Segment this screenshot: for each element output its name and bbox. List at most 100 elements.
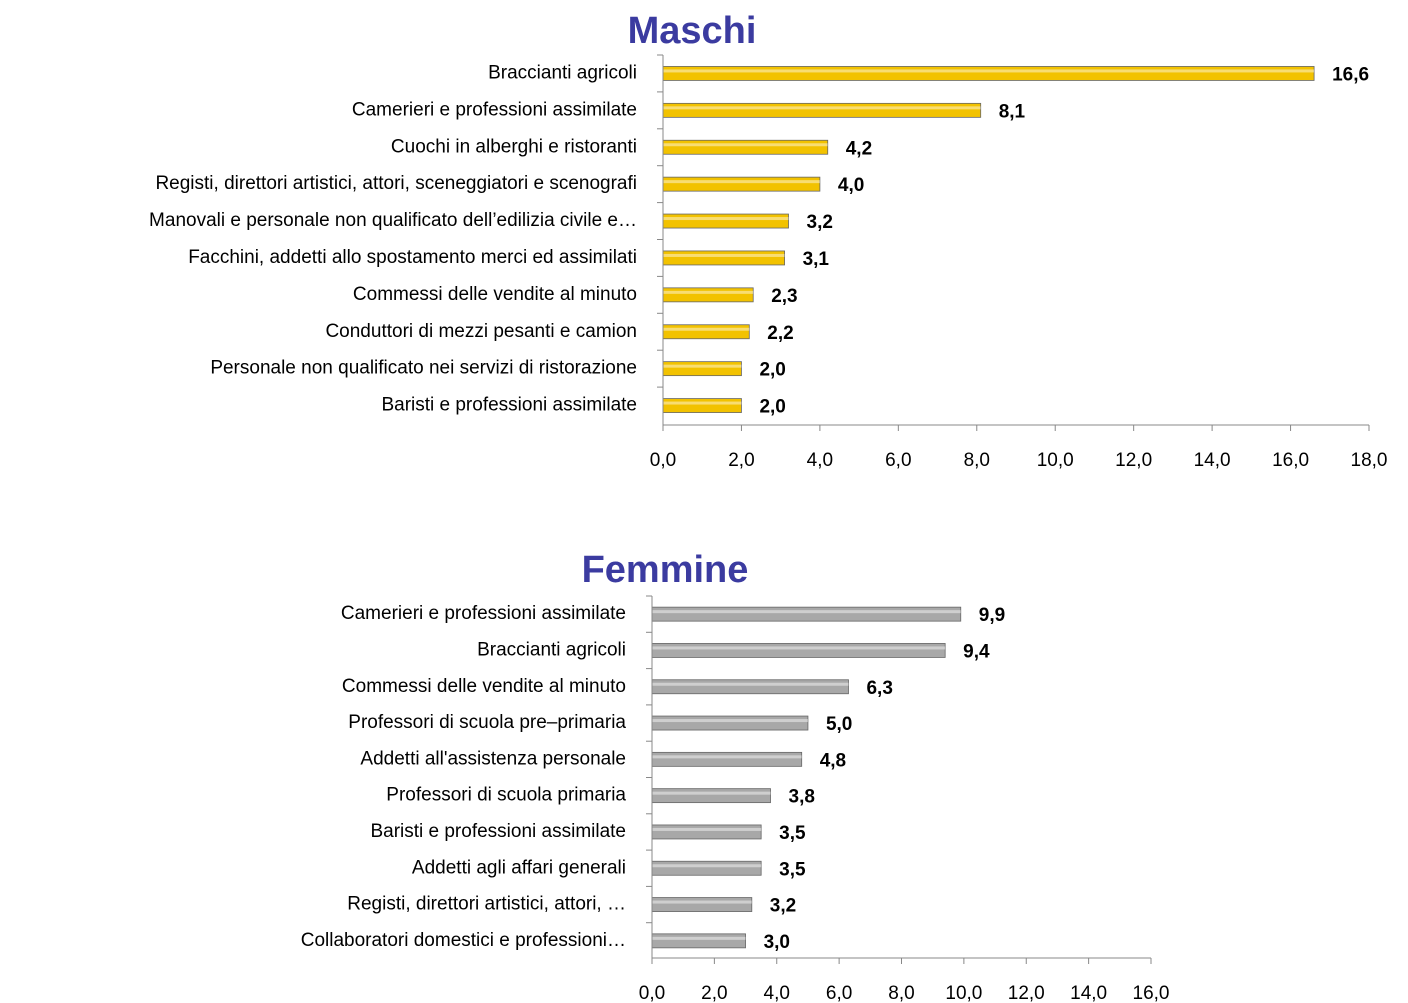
- bar-highlight: [663, 253, 785, 257]
- bar-highlight: [652, 755, 802, 759]
- category-label: Cuochi in alberghi e ristoranti: [391, 136, 637, 157]
- bar: [651, 606, 962, 622]
- category-label: Facchini, addetti allo spostamento merci…: [188, 247, 637, 268]
- category-label: Commessi delle vendite al minuto: [342, 676, 626, 697]
- value-label: 3,2: [807, 212, 833, 233]
- x-tick-label: 16,0: [1272, 450, 1309, 471]
- value-label: 3,5: [779, 859, 806, 880]
- x-tick-label: 0,0: [639, 983, 665, 1003]
- x-tick-label: 6,0: [885, 450, 911, 471]
- bar-highlight: [663, 180, 820, 184]
- category-label: Registi, direttori artistici, attori, sc…: [155, 173, 637, 194]
- category-label: Personale non qualificato nei servizi di…: [210, 358, 637, 379]
- bar-highlight: [663, 143, 828, 147]
- category-label: Braccianti agricoli: [488, 62, 637, 83]
- bar: [662, 324, 750, 340]
- bar: [651, 715, 809, 731]
- bar: [662, 102, 982, 118]
- x-tick-label: 0,0: [650, 450, 676, 471]
- bar: [651, 860, 762, 876]
- value-label: 4,2: [846, 138, 872, 159]
- value-label: 3,5: [779, 823, 806, 844]
- bar: [662, 287, 754, 303]
- bar: [662, 213, 789, 229]
- value-label: 8,1: [999, 101, 1026, 122]
- value-label: 6,3: [866, 678, 892, 699]
- value-label: 4,8: [820, 750, 846, 771]
- category-label: Commessi delle vendite al minuto: [353, 284, 637, 305]
- x-tick-label: 14,0: [1194, 450, 1231, 471]
- bar-highlight: [663, 401, 742, 405]
- bar: [662, 361, 742, 377]
- bar-highlight: [652, 864, 762, 868]
- value-label: 3,8: [789, 787, 815, 808]
- bar: [651, 933, 746, 949]
- category-label: Addetti agli affari generali: [412, 857, 626, 878]
- bar-highlight: [652, 791, 771, 795]
- bar: [651, 679, 849, 695]
- bar-highlight: [663, 106, 981, 110]
- category-label: Registi, direttori artistici, attori, …: [347, 894, 626, 915]
- x-tick-label: 2,0: [728, 450, 754, 471]
- category-label: Professori di scuola primaria: [386, 785, 626, 806]
- bar: [662, 176, 821, 192]
- bar-highlight: [652, 827, 762, 831]
- bar: [651, 751, 803, 767]
- value-label: 9,9: [979, 605, 1005, 626]
- x-tick-label: 12,0: [1008, 983, 1045, 1003]
- chart-title: Femmine: [582, 549, 749, 591]
- category-label: Conduttori di mezzi pesanti e camion: [325, 321, 637, 342]
- value-label: 4,0: [838, 175, 864, 196]
- category-label: Manovali e personale non qualificato del…: [149, 210, 637, 231]
- x-tick-label: 10,0: [1037, 450, 1074, 471]
- bar-highlight: [652, 646, 946, 650]
- bar-highlight: [652, 610, 961, 614]
- bar: [651, 788, 771, 804]
- value-label: 2,3: [771, 286, 797, 307]
- category-label: Baristi e professioni assimilate: [370, 821, 626, 842]
- value-label: 3,1: [803, 249, 830, 270]
- category-label: Camerieri e professioni assimilate: [341, 603, 626, 624]
- bar: [662, 250, 785, 266]
- bar-highlight: [652, 682, 849, 686]
- value-label: 2,0: [759, 360, 785, 381]
- bar: [651, 643, 946, 658]
- bar: [651, 897, 753, 912]
- x-tick-label: 4,0: [807, 450, 833, 471]
- bar-highlight: [663, 290, 754, 294]
- category-label: Camerieri e professioni assimilate: [352, 99, 637, 120]
- x-tick-label: 2,0: [701, 983, 727, 1003]
- category-label: Collaboratori domestici e professioni…: [301, 930, 626, 951]
- value-label: 16,6: [1332, 64, 1369, 85]
- chart-title: Maschi: [628, 10, 757, 52]
- x-tick-label: 18,0: [1351, 450, 1388, 471]
- value-label: 2,2: [767, 323, 793, 344]
- bar: [651, 824, 762, 840]
- bar-highlight: [663, 327, 750, 331]
- value-label: 9,4: [963, 641, 990, 662]
- bar-highlight: [652, 900, 752, 904]
- x-tick-label: 8,0: [888, 983, 914, 1003]
- bar-highlight: [663, 69, 1315, 73]
- value-label: 5,0: [826, 714, 852, 735]
- bar-highlight: [652, 936, 746, 940]
- x-tick-label: 10,0: [945, 983, 982, 1003]
- x-tick-label: 6,0: [826, 983, 852, 1003]
- bar: [662, 66, 1315, 81]
- x-tick-label: 4,0: [764, 983, 790, 1003]
- x-tick-label: 12,0: [1115, 450, 1152, 471]
- bar: [662, 139, 829, 155]
- bar-highlight: [652, 719, 808, 723]
- category-label: Addetti all'assistenza personale: [360, 748, 626, 769]
- category-label: Professori di scuola pre–primaria: [348, 712, 626, 733]
- value-label: 3,0: [764, 932, 790, 953]
- category-label: Baristi e professioni assimilate: [381, 395, 637, 416]
- x-tick-label: 8,0: [964, 450, 990, 471]
- bar-highlight: [663, 217, 789, 221]
- category-label: Braccianti agricoli: [477, 639, 626, 660]
- value-label: 2,0: [759, 397, 785, 418]
- value-label: 3,2: [770, 896, 796, 917]
- bar-highlight: [663, 364, 742, 368]
- bar: [662, 398, 742, 413]
